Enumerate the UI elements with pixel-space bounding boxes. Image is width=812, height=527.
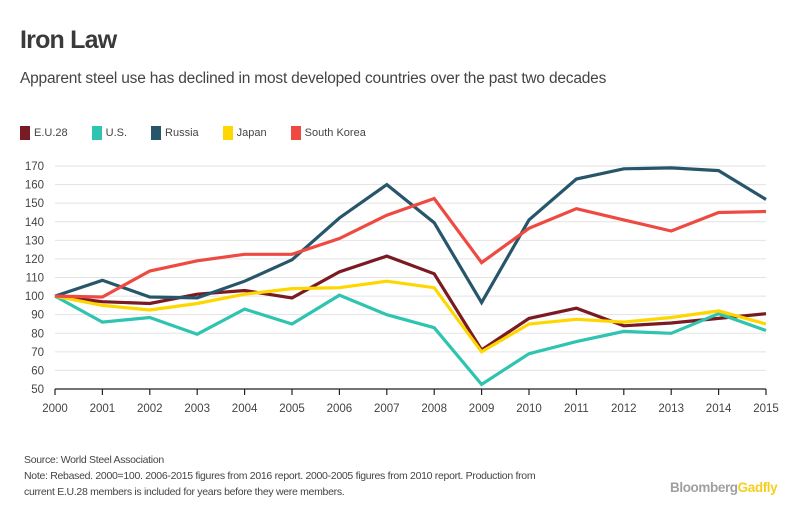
legend-item-russia: Russia (151, 126, 199, 140)
legend-label-russia: Russia (165, 127, 199, 139)
brand-logo: BloombergGadfly (670, 480, 778, 495)
methodology-note-line2: current E.U.28 members is included for y… (24, 486, 345, 498)
x-tick-label: 2013 (658, 403, 684, 415)
legend-item-eu28: E.U.28 (20, 126, 68, 140)
x-tick-label: 2014 (706, 403, 732, 415)
x-tick-label: 2010 (516, 403, 542, 415)
series-line-eu28 (54, 254, 767, 353)
chart-title: Iron Law (20, 26, 117, 54)
legend-item-us: U.S. (91, 126, 128, 140)
series-line-south-korea (54, 196, 767, 299)
brand-gadfly: Gadfly (737, 480, 778, 495)
y-tick-label: 140 (25, 217, 44, 229)
y-tick-label: 150 (25, 198, 44, 210)
legend-label-south-korea: South Korea (304, 127, 366, 139)
x-axis: 2000 2001 2002 2003 2004 2005 2006 2007 2008 2009… (42, 388, 779, 415)
chart-subtitle: Apparent steel use has declined in most … (20, 70, 607, 87)
x-tick-label: 2012 (611, 403, 637, 415)
y-tick-label: 120 (25, 254, 44, 266)
y-tick-label: 60 (31, 365, 44, 377)
y-tick-label: 110 (26, 273, 44, 285)
series-lines (54, 166, 767, 387)
x-tick-label: 2001 (90, 403, 116, 415)
legend-item-japan: Japan (222, 126, 267, 140)
x-tick-label: 2015 (753, 403, 779, 415)
x-tick-label: 2007 (374, 403, 400, 415)
x-tick-label: 2006 (327, 403, 353, 415)
legend-label-japan: Japan (236, 127, 267, 139)
legend-swatch-south-korea (290, 126, 301, 140)
y-tick-label: 100 (25, 291, 44, 303)
y-tick-label: 90 (31, 310, 44, 322)
legend-swatch-russia (151, 126, 162, 140)
y-tick-label: 130 (25, 235, 44, 247)
legend-swatch-eu28 (20, 126, 30, 140)
x-tick-label: 2005 (279, 403, 305, 415)
x-tick-label: 2002 (137, 403, 163, 415)
x-tick-label: 2009 (469, 403, 495, 415)
series-line-russia (54, 166, 767, 306)
y-tick-label: 50 (31, 384, 44, 396)
legend-swatch-us (91, 126, 102, 140)
x-tick-label: 2008 (421, 403, 447, 415)
y-axis: 50 60 70 80 90 100 110 120 130 140 150 160 170 (25, 161, 44, 396)
x-tick-label: 2004 (232, 403, 258, 415)
y-tick-label: 170 (25, 161, 44, 173)
series-line-japan (54, 279, 767, 354)
methodology-note-line1: Note: Rebased. 2000=100. 2006-2015 figur… (24, 470, 536, 482)
legend-swatch-japan (222, 126, 233, 140)
brand-bloomberg: Bloomberg (670, 480, 738, 495)
source-note: Source: World Steel Association (24, 454, 164, 466)
series-line-us (54, 293, 767, 387)
x-tick-label: 2000 (42, 403, 68, 415)
legend-item-south-korea: South Korea (290, 126, 366, 140)
legend: E.U.28 U.S. Russia Japan South Korea (20, 126, 390, 140)
legend-label-us: U.S. (105, 127, 128, 139)
y-tick-label: 160 (25, 180, 44, 192)
x-tick-label: 2003 (184, 403, 210, 415)
y-tick-label: 80 (31, 328, 44, 340)
legend-label-eu28: E.U.28 (34, 127, 68, 139)
y-tick-label: 70 (31, 347, 44, 359)
footer: Source: World Steel Association Note: Re… (24, 452, 536, 500)
x-tick-label: 2011 (564, 403, 589, 415)
